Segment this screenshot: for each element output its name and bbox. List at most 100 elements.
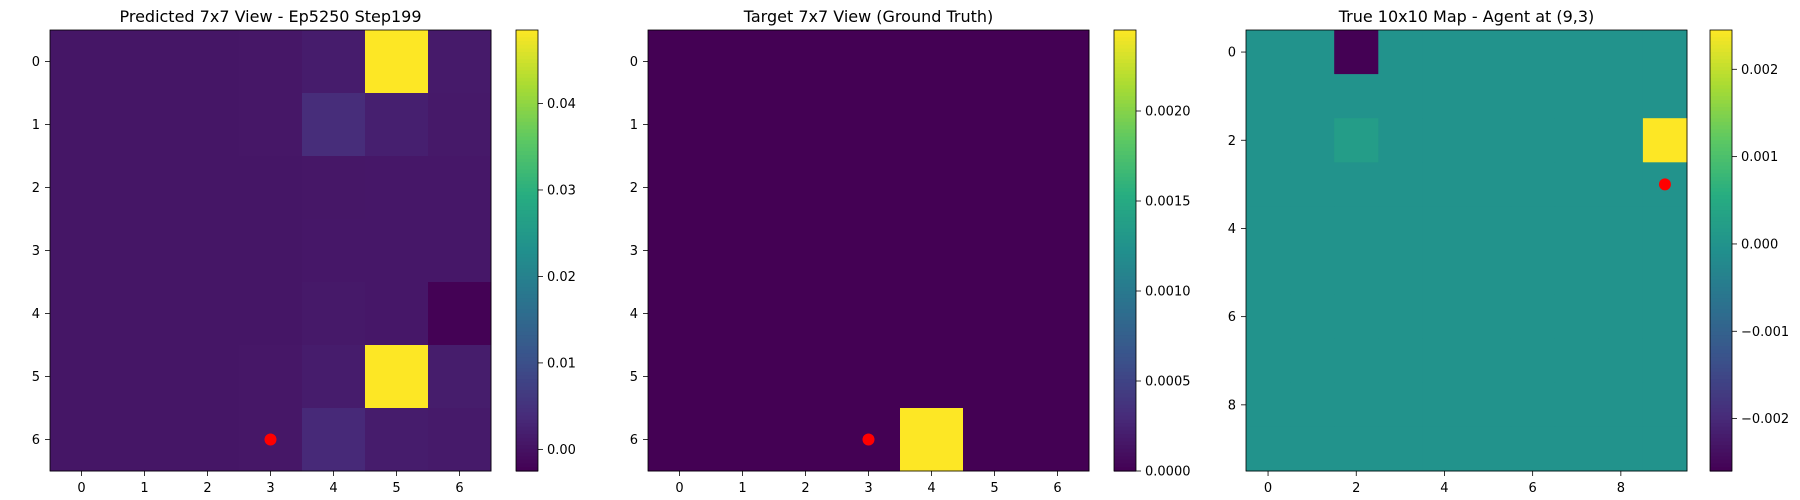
colorbar-segment <box>1710 312 1732 318</box>
colorbar-segment <box>516 279 538 285</box>
colorbar-segment <box>1710 456 1732 461</box>
x-tick-label: 1 <box>738 481 746 496</box>
colorbar: 0.00 0.01 0.02 0.03 0.04 <box>515 29 576 472</box>
colorbar-segment <box>1114 165 1136 171</box>
colorbar-segment <box>516 140 538 145</box>
colorbar-segment <box>1710 235 1732 241</box>
colorbar-segment <box>1114 463 1136 468</box>
colorbar-segment <box>516 63 538 68</box>
colorbar-segment <box>516 397 538 402</box>
colorbar-segment <box>516 107 538 112</box>
heatmap-cell <box>1026 219 1090 283</box>
colorbar-segment <box>516 221 538 226</box>
heatmap-cell <box>900 30 964 94</box>
colorbar-segment <box>1114 257 1136 263</box>
colorbar-segment <box>516 456 538 461</box>
x-tick-label: 2 <box>1352 481 1360 496</box>
colorbar-segment <box>1114 30 1136 35</box>
colorbar-segment <box>1114 386 1136 391</box>
colorbar-segment <box>1710 140 1732 145</box>
colorbar-segment <box>1710 129 1732 134</box>
colorbar-segment <box>1114 107 1136 112</box>
colorbar-segment <box>516 206 538 211</box>
colorbar-segment <box>1114 379 1136 384</box>
colorbar-segment <box>516 41 538 46</box>
colorbar-segment <box>1710 188 1732 193</box>
colorbar-segment <box>516 210 538 215</box>
colorbar-segment <box>516 379 538 384</box>
colorbar-segment <box>1114 294 1136 299</box>
colorbar-segment <box>1710 294 1732 299</box>
colorbar-segment <box>1710 118 1732 123</box>
colorbar-segment <box>1710 441 1732 446</box>
colorbar-segment <box>1114 147 1136 152</box>
heatmap-cell <box>1510 30 1556 75</box>
colorbar-segment <box>516 224 538 230</box>
colorbar-segment <box>516 327 538 332</box>
colorbar-segment <box>1710 217 1732 222</box>
heatmap-cell <box>302 93 366 157</box>
colorbar-segment <box>1114 423 1136 428</box>
colorbar-segment <box>516 151 538 156</box>
colorbar-segment <box>1710 382 1732 388</box>
colorbar-segment <box>1114 77 1136 83</box>
heatmap-cell <box>1510 382 1556 428</box>
colorbar-segment <box>1710 110 1732 116</box>
colorbar-segment <box>1114 430 1136 435</box>
heatmap-cell <box>1598 426 1644 472</box>
colorbar-tick-label: 0.002 <box>1741 63 1778 78</box>
colorbar-segment <box>516 298 538 303</box>
colorbar-segment <box>1710 401 1732 406</box>
colorbar-segment <box>1710 437 1732 443</box>
colorbar-segment <box>1710 202 1732 207</box>
colorbar-segment <box>1114 132 1136 138</box>
heatmap-cell <box>963 408 1027 472</box>
colorbar-segment <box>516 99 538 105</box>
colorbar-segment <box>1710 254 1732 259</box>
colorbar-segment <box>1114 346 1136 351</box>
heatmap-cell <box>1290 118 1335 163</box>
heatmap-cell <box>1290 162 1335 207</box>
axis-frame <box>1245 29 1688 472</box>
heatmap-cell <box>1246 30 1291 75</box>
heatmap-cell <box>1026 282 1090 346</box>
heatmap-cell <box>1598 30 1644 75</box>
colorbar-segment <box>1114 154 1136 160</box>
colorbar-segment <box>1114 360 1136 366</box>
colorbar-segment <box>1114 191 1136 196</box>
colorbar-segment <box>1710 224 1732 230</box>
heatmap-cell <box>1510 426 1556 472</box>
colorbar: 0.0000 0.0005 0.0010 0.0015 0.0020 <box>1113 29 1191 480</box>
heatmap-cell <box>1334 250 1379 296</box>
colorbar-segment <box>1114 246 1136 252</box>
heatmap-cell <box>1510 338 1556 384</box>
heatmap-cell <box>1466 74 1512 119</box>
colorbar-segment <box>1710 434 1732 439</box>
heatmap-cell <box>1334 426 1379 472</box>
colorbar-segment <box>516 191 538 196</box>
colorbar-segment <box>1710 375 1732 380</box>
heatmap-cell <box>774 156 838 220</box>
colorbar-segment <box>1710 298 1732 303</box>
heatmap-cell <box>711 30 775 94</box>
heatmap-cell <box>1026 408 1090 472</box>
heatmap-cell <box>1290 338 1335 384</box>
colorbar-segment <box>516 467 538 472</box>
heatmap-cell <box>1554 338 1600 384</box>
heatmap-cell <box>1378 74 1423 119</box>
x-tick-label: 0 <box>1264 481 1272 496</box>
colorbar-tick-label: 0.01 <box>547 356 576 371</box>
heatmap-cell <box>711 345 775 409</box>
colorbar-segment <box>1710 261 1732 266</box>
colorbar-segment <box>1710 327 1732 332</box>
heatmap-cell <box>176 219 240 283</box>
colorbar-segment <box>1114 55 1136 60</box>
colorbar-segment <box>1114 129 1136 134</box>
heatmap-cell <box>1466 206 1512 251</box>
heatmap-cell <box>239 219 303 283</box>
heatmap-cell <box>428 156 492 220</box>
colorbar-segment <box>1710 452 1732 457</box>
colorbar-segment <box>516 360 538 366</box>
heatmap-cell <box>900 93 964 157</box>
heatmap-cell <box>1378 382 1423 428</box>
